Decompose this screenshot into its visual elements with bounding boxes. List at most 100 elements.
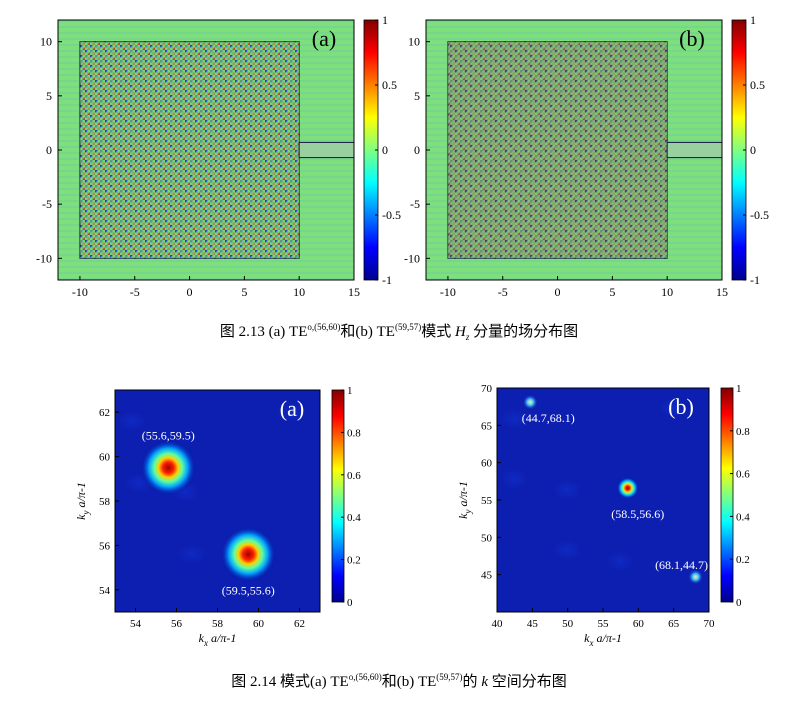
background-ripple [277, 402, 305, 422]
colorbar-tick-label: 1 [750, 13, 756, 27]
x-tick-label: 58 [212, 618, 224, 630]
y-tick-label: -5 [42, 197, 52, 211]
colorbar-tick-label: 0.8 [347, 427, 361, 439]
k-space-background-b [497, 388, 709, 612]
x-tick-label: 5 [609, 285, 615, 299]
colorbar-tick-label: 0 [347, 597, 353, 609]
y-tick-label: 58 [99, 496, 111, 508]
y-tick-label: 62 [99, 407, 110, 419]
colorbar-tick-label: 0.5 [750, 78, 765, 92]
background-ripple [500, 469, 528, 489]
k-space-background-a [115, 390, 320, 612]
y-tick-label: -10 [36, 251, 52, 265]
background-ripple [118, 411, 146, 431]
colorbar-tick-label: -1 [382, 273, 392, 287]
x-axis-label: kx a/π-1 [584, 631, 622, 648]
x-tick-label: 50 [562, 618, 574, 630]
y-axis-label: ky a/π-1 [456, 481, 473, 519]
y-tick-label: 60 [99, 452, 111, 464]
figure-2-13-caption: 图 2.13 (a) TEo,(56,60)和(b) TE(59,57)模式 H… [219, 322, 579, 342]
waveguide-a [298, 141, 355, 159]
colorbar-tick-label: 0 [736, 597, 742, 609]
colorbar-tick-label: 0.4 [736, 511, 750, 523]
background-ripple [178, 544, 206, 564]
y-tick-label: -5 [410, 197, 420, 211]
y-tick-label: 45 [481, 570, 493, 582]
x-tick-label: 10 [293, 285, 305, 299]
panel-label-a: (a) [280, 396, 304, 421]
panel-label-a: (a) [312, 26, 336, 51]
x-tick-label: 10 [661, 285, 673, 299]
y-axis-label: ky a/π-1 [74, 482, 91, 520]
k-space-peak [522, 394, 539, 411]
background-ripple [553, 540, 581, 560]
y-tick-label: 10 [408, 35, 420, 49]
peak-annotation: (59.5,55.6) [222, 583, 275, 597]
y-tick-label: -10 [404, 251, 420, 265]
figure-2-14-caption: 图 2.14 模式(a) TEo,(56,60)和(b) TE(59,57)的 … [231, 672, 567, 690]
y-tick-label: 5 [414, 89, 420, 103]
x-tick-label: 60 [633, 618, 645, 630]
x-tick-label: -10 [440, 285, 456, 299]
peak-annotation: (58.5,56.6) [611, 507, 664, 521]
colorbar-tick-label: 0.6 [736, 469, 750, 481]
x-axis-label: kx a/π-1 [199, 631, 237, 648]
y-tick-label: 0 [414, 143, 420, 157]
peak-annotation: (44.7,68.1) [522, 411, 575, 425]
x-tick-label: 0 [555, 285, 561, 299]
colorbar-tick-label: 0.6 [347, 470, 361, 482]
x-tick-label: -10 [72, 285, 88, 299]
k-space-peak [687, 568, 704, 585]
x-tick-label: 5 [241, 285, 247, 299]
background-ripple [659, 398, 687, 418]
colorbar-tick-label: -0.5 [750, 208, 769, 222]
colorbar-tick-label: 1 [347, 385, 353, 397]
x-tick-label: 65 [668, 618, 680, 630]
peak-annotation: (55.6,59.5) [142, 429, 195, 443]
y-tick-label: 65 [481, 420, 493, 432]
panel-label-b: (b) [679, 26, 705, 51]
y-tick-label: 56 [99, 540, 111, 552]
background-ripple [553, 480, 581, 500]
x-tick-label: 54 [130, 618, 142, 630]
colorbar-tick-label: 0 [750, 143, 756, 157]
y-tick-label: 5 [46, 89, 52, 103]
colorbar-a [331, 389, 345, 603]
k-space-peak [616, 477, 639, 500]
x-tick-label: 15 [348, 285, 360, 299]
colorbar-tick-label: 1 [382, 13, 388, 27]
y-tick-label: 50 [481, 532, 493, 544]
y-tick-label: 55 [481, 495, 493, 507]
colorbar-tick-label: 0.4 [347, 512, 361, 524]
colorbar-tick-label: 1 [736, 383, 742, 395]
peak-annotation: (68.1,44.7) [655, 558, 708, 572]
colorbar-tick-label: -1 [750, 273, 760, 287]
y-tick-label: 10 [40, 35, 52, 49]
cavity-diagonal-pattern-a [79, 41, 300, 259]
x-tick-label: -5 [498, 285, 508, 299]
x-tick-label: -5 [130, 285, 140, 299]
background-ripple [500, 409, 528, 429]
x-tick-label: 0 [187, 285, 193, 299]
k-space-peak [220, 526, 277, 583]
colorbar-tick-label: 0.5 [382, 78, 397, 92]
colorbar-tick-label: 0 [382, 143, 388, 157]
y-tick-label: 54 [99, 585, 111, 597]
x-tick-label: 55 [598, 618, 610, 630]
y-tick-label: 60 [481, 458, 493, 470]
colorbar-tick-label: 0.2 [736, 554, 750, 566]
x-tick-label: 60 [253, 618, 265, 630]
colorbar-b [720, 387, 734, 603]
colorbar-tick-label: 0.2 [347, 555, 361, 567]
x-tick-label: 56 [171, 618, 183, 630]
waveguide-b [666, 141, 723, 159]
k-space-peak [140, 439, 197, 496]
x-tick-label: 15 [716, 285, 728, 299]
cavity-diagonal-pattern-b [447, 41, 668, 259]
x-tick-label: 45 [527, 618, 539, 630]
x-tick-label: 40 [492, 618, 504, 630]
colorbar-tick-label: 0.8 [736, 426, 750, 438]
panel-label-b: (b) [668, 394, 694, 419]
y-tick-label: 0 [46, 143, 52, 157]
